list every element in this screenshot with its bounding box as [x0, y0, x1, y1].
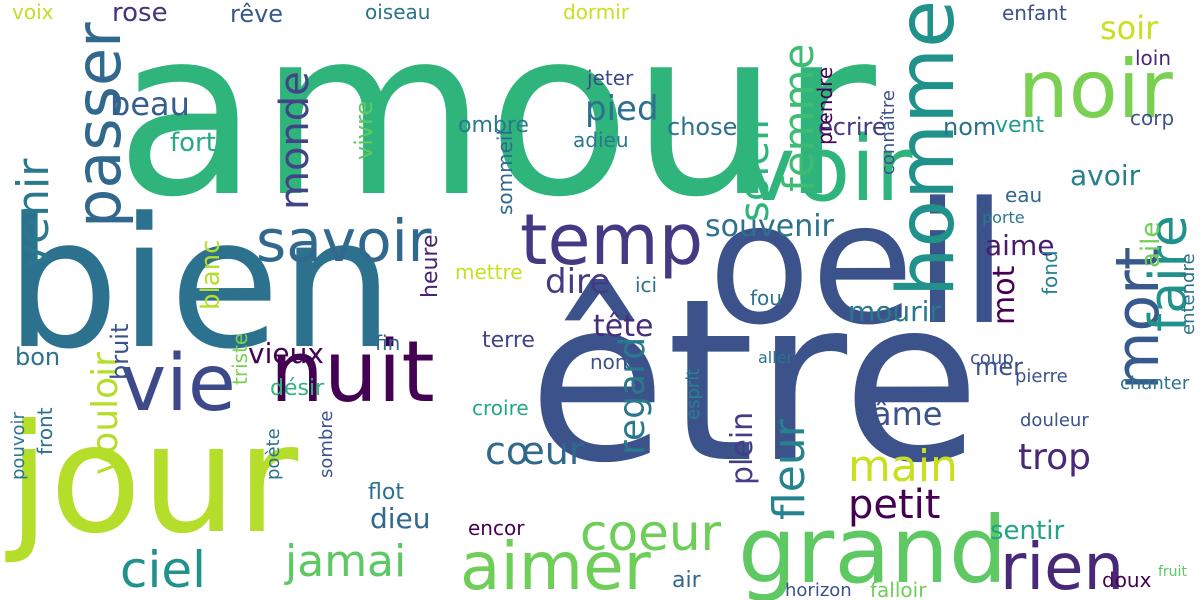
word: enfant	[1002, 1, 1067, 25]
word: pied	[585, 89, 659, 129]
word: front	[33, 407, 57, 455]
word: fort	[170, 128, 216, 158]
word: corp	[1130, 106, 1175, 130]
word: tête	[593, 309, 654, 344]
word: vieux	[248, 337, 324, 370]
word: entendre	[1178, 253, 1199, 335]
word: fleur	[764, 419, 815, 520]
word: cœur	[485, 429, 585, 473]
word: horizon	[785, 580, 852, 600]
word: âme	[872, 395, 943, 433]
word: aile	[1136, 221, 1166, 268]
word: petit	[848, 482, 941, 528]
word: douleur	[1020, 410, 1089, 431]
word: temp	[520, 199, 704, 281]
word: main	[848, 441, 958, 492]
word: dormir	[563, 0, 630, 24]
word: heure	[418, 234, 443, 298]
word: prendre	[813, 66, 837, 145]
word: croire	[472, 396, 529, 420]
word: désir	[270, 376, 325, 401]
word: savoir	[256, 207, 432, 275]
word: vie	[120, 339, 236, 429]
word: passer	[62, 22, 135, 228]
word: plein	[725, 411, 760, 485]
word: vent	[995, 113, 1045, 138]
word: sommeil	[493, 129, 517, 215]
word: encor	[468, 516, 525, 540]
word: avoir	[1070, 159, 1141, 192]
word: bruit	[106, 323, 134, 380]
word: venir	[8, 158, 59, 270]
word: jeter	[587, 66, 634, 90]
word: jour	[8, 393, 299, 567]
word: sombre	[316, 410, 337, 478]
word: beau	[110, 85, 190, 123]
word: coup	[970, 348, 1014, 369]
word: doux	[1102, 568, 1152, 592]
word: chanter	[1120, 373, 1190, 394]
word: non	[590, 350, 628, 374]
word: fin	[375, 331, 401, 355]
word: être	[528, 251, 981, 513]
word: triste	[228, 332, 252, 385]
word: grand	[738, 497, 1008, 600]
word: sentir	[990, 516, 1065, 546]
word: aime	[985, 229, 1055, 262]
word: soleil	[732, 118, 778, 222]
word: rose	[112, 0, 168, 28]
word: falloir	[870, 578, 927, 600]
word: terre	[482, 328, 535, 353]
word: ici	[635, 273, 658, 297]
word: ombre	[458, 113, 529, 138]
word: jamai	[285, 536, 407, 587]
word: soir	[1100, 9, 1159, 47]
word: air	[672, 568, 701, 593]
word: noir	[1018, 43, 1173, 136]
word: mot	[987, 265, 1022, 325]
word: amour	[115, 0, 876, 248]
word: bien	[5, 180, 395, 389]
word: bon	[15, 343, 61, 371]
word: voix	[12, 0, 54, 24]
word: adieu	[573, 128, 629, 152]
word: chose	[667, 113, 738, 141]
word: eau	[1005, 183, 1043, 207]
word: dire	[545, 262, 611, 302]
word: mourir	[848, 295, 941, 328]
word: écrire	[818, 113, 887, 141]
word: nom	[943, 113, 997, 141]
word: fruit	[1158, 564, 1187, 580]
word: blanc	[196, 239, 226, 310]
word: voir	[742, 117, 913, 222]
word: souvenir	[705, 209, 834, 244]
word: dieu	[370, 502, 431, 535]
word: connaître	[878, 90, 899, 175]
word: homme	[882, 0, 972, 298]
word: trop	[1018, 437, 1092, 478]
word: aller	[758, 348, 794, 367]
word: mer	[975, 353, 1024, 381]
word: ciel	[120, 541, 207, 599]
word: pierre	[1015, 366, 1068, 387]
word: esprit	[683, 368, 704, 420]
word: rêve	[230, 0, 284, 28]
word: rien	[1000, 531, 1125, 600]
word: loin	[1135, 46, 1172, 70]
word: vivre	[350, 100, 378, 160]
word: fond	[1038, 250, 1062, 295]
word: fou	[750, 286, 782, 310]
word: nuit	[270, 323, 435, 422]
word: aimer	[460, 528, 651, 600]
word: oiseau	[365, 0, 431, 24]
word: monde	[272, 71, 318, 210]
word: poète	[263, 428, 284, 480]
word: porte	[982, 208, 1025, 227]
word: coeur	[580, 504, 722, 562]
word: pouvoir	[8, 412, 29, 480]
word: oeil	[708, 166, 1008, 362]
word: flot	[368, 480, 404, 505]
word: mettre	[455, 260, 523, 284]
